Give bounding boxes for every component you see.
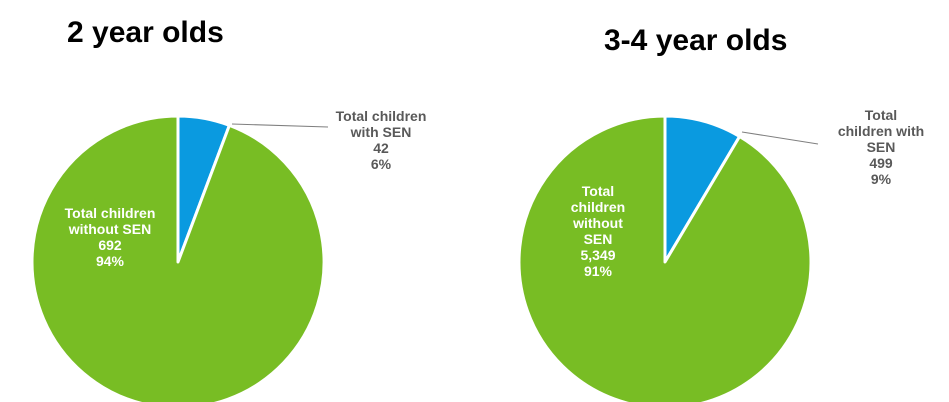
leader-line-3-4yo (741, 131, 819, 145)
chart-title-3-4-year-olds: 3-4 year olds (604, 24, 788, 57)
leader-line-2yo (231, 123, 329, 128)
slice-label-2yo-without-sen: Total children without SEN 692 94% (64, 205, 156, 269)
pie-slice-3-4yo-total-children-without-sen (517, 114, 813, 402)
slice-label-3-4yo-without-sen: Total children without SEN 5,349 91% (570, 183, 626, 279)
chart-title-2-year-olds: 2 year olds (67, 16, 224, 49)
pie-slice-2yo-total-children-without-sen (30, 114, 326, 402)
slice-label-3-4yo-with-sen: Total children with SEN 499 9% (837, 107, 925, 187)
slice-label-2yo-with-sen: Total children with SEN 42 6% (335, 108, 427, 172)
